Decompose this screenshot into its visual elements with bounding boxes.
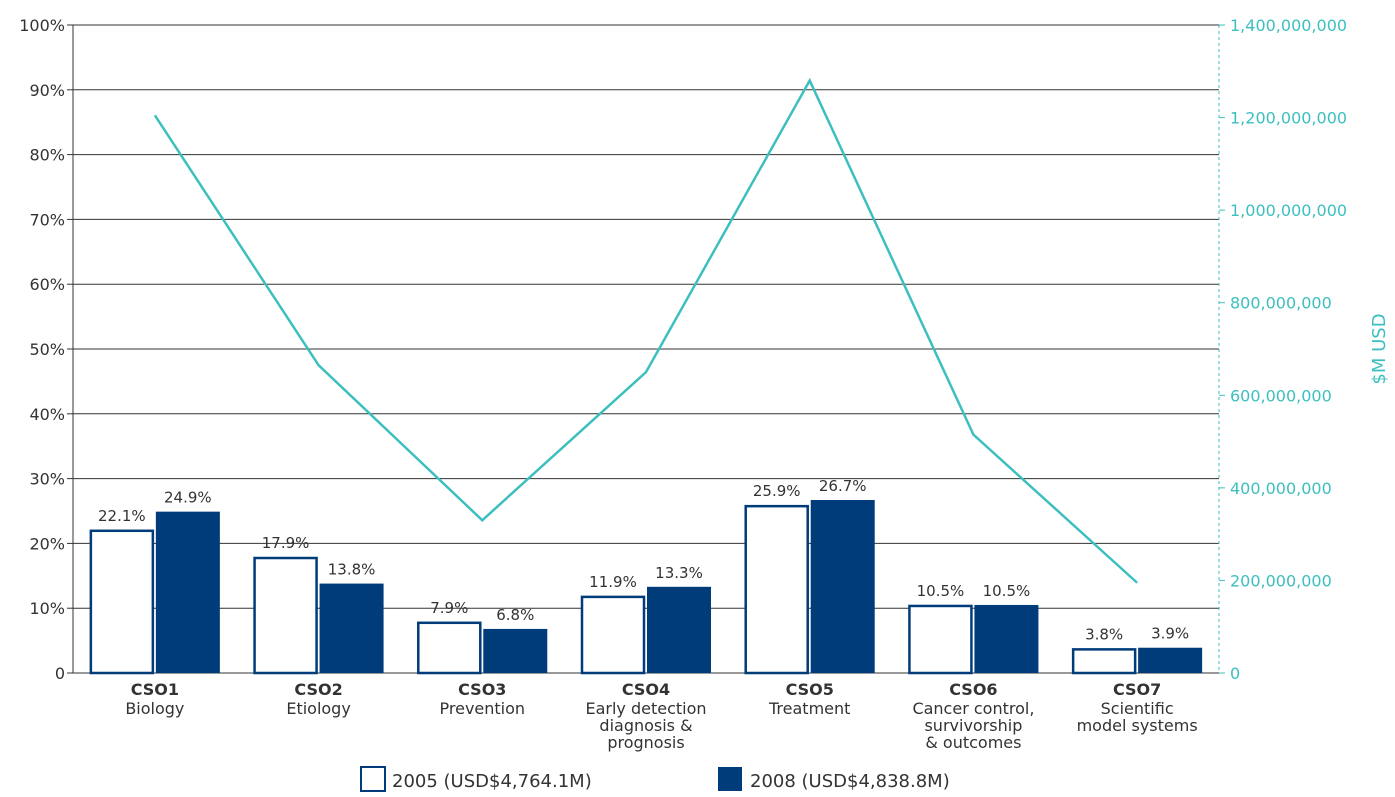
category-code: CSO7 [1113,680,1161,699]
category-label: Scientific [1101,699,1174,718]
category-code: CSO6 [949,680,997,699]
data-label-2008: 26.7% [819,477,867,495]
data-label-2008: 13.8% [328,561,376,579]
bar-labels: 22.1% 24.9% 17.9% 13.8% 7.9% 6.8% 11.9% 13.3% 25… [98,477,1189,643]
data-label-2005: 10.5% [917,582,965,600]
category-label: Cancer control, [912,699,1034,718]
bar-2005 [580,595,646,675]
bar-2005 [253,556,318,675]
category-code: CSO5 [786,680,834,699]
bar-2008 [155,511,220,673]
bar-2008 [647,586,711,673]
gridlines [72,24,1219,674]
left-axis: 0 10% 20% 30% 40% 50% 60% 70% 80% 90% 100% [19,16,73,683]
category-label: diagnosis & [599,716,692,735]
data-label-2008: 6.8% [496,606,534,624]
left-tick-label: 50% [29,340,65,359]
left-tick-label: 20% [29,534,65,553]
category-label: Biology [125,699,184,718]
category-label: model systems [1077,716,1198,735]
legend-swatch-2005 [360,766,386,792]
data-label-2005: 22.1% [98,507,146,525]
left-tick-label: 10% [29,599,65,618]
data-label-2005: 17.9% [262,534,310,552]
category-label: & outcomes [925,733,1021,752]
legend: 2005 (USD$4,764.1M) 2008 (USD$4,838.8M) [360,766,950,792]
category-code: CSO3 [458,680,506,699]
right-tick-label: 600,000,000 [1230,386,1332,405]
data-label-2005: 25.9% [753,482,801,500]
legend-label-2005: 2005 (USD$4,764.1M) [392,771,592,792]
right-tick-label: 800,000,000 [1230,294,1332,313]
bar-2008 [319,583,384,673]
category-code: CSO2 [294,680,342,699]
data-label-2008: 13.3% [655,564,703,582]
right-tick-label: 1,000,000,000 [1230,201,1347,220]
right-tick-label: 0 [1230,664,1240,683]
right-tick-label: 200,000,000 [1230,571,1332,590]
legend-swatch-2008 [718,767,742,791]
left-tick-label: 70% [29,210,65,229]
data-label-2005: 3.8% [1085,625,1123,643]
funding-line [153,77,1138,584]
category-label: Early detection [585,699,706,718]
bar-2008 [483,628,548,673]
left-tick-label: 80% [29,146,65,165]
bar-2008 [974,604,1039,673]
data-label-2005: 11.9% [589,573,637,591]
bars [89,499,1203,675]
data-label-2005: 7.9% [430,599,468,617]
bar-2005 [908,604,973,675]
bar-2005 [744,504,809,675]
left-tick-label: 30% [29,470,65,489]
left-tick-label: 40% [29,405,65,424]
right-axis: 0 200,000,000 400,000,000 600,000,000 800,00… [1218,16,1390,683]
line-layer [153,77,1138,584]
left-tick-label: 100% [19,16,65,35]
left-tick-label: 60% [29,275,65,294]
legend-label-2008: 2008 (USD$4,838.8M) [750,771,950,792]
category-label: Prevention [440,699,526,718]
category-code: CSO4 [622,680,670,699]
left-tick-label: 0 [55,664,65,683]
bar-2005 [1071,648,1137,675]
bar-2005 [417,621,482,675]
data-label-2008: 10.5% [983,582,1031,600]
left-tick-label: 90% [29,81,65,100]
category-code: CSO1 [131,680,179,699]
right-tick-label: 400,000,000 [1230,479,1332,498]
data-label-2008: 24.9% [164,489,212,507]
data-label-2008: 3.9% [1151,625,1189,643]
right-tick-label: 1,400,000,000 [1230,16,1347,35]
bar-2008 [1138,647,1203,673]
bar-2005 [89,529,155,675]
right-axis-title: $M USD [1369,313,1390,384]
category-label: survivorship [924,716,1022,735]
bar-2008 [810,499,875,673]
right-tick-label: 1,200,000,000 [1230,109,1347,128]
category-label: prognosis [607,733,684,752]
category-label: Etiology [286,699,350,718]
category-label: Treatment [768,699,850,718]
